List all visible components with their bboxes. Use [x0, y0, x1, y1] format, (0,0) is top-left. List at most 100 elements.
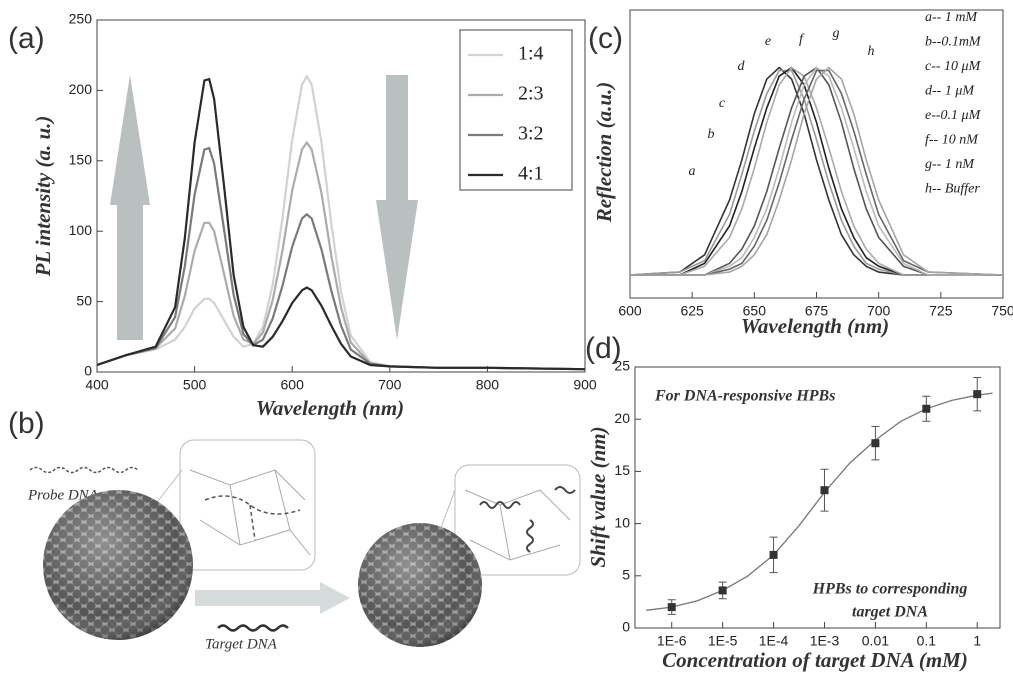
curve-label: c [719, 96, 726, 111]
x-tick-label: 650 [743, 303, 767, 319]
legend-label: 2:3 [518, 83, 544, 105]
x-tick-label: 400 [85, 377, 109, 393]
panel-label: (d) [585, 332, 622, 365]
curve-label: a [689, 164, 696, 179]
y-tick-label: 25 [614, 358, 630, 374]
sphere-shade [358, 523, 482, 647]
y-tick-label: 50 [76, 292, 92, 308]
y-tick-label: 20 [614, 410, 630, 426]
x-tick-label: 1E-3 [810, 633, 840, 649]
panel-label: (c) [588, 22, 623, 55]
annotation: target DNA [852, 604, 928, 621]
zoom-line [439, 489, 456, 531]
plot-frame [96, 19, 586, 373]
plot-frame [634, 366, 1001, 629]
point [667, 603, 676, 612]
y-axis-label: Shift value (nm) [586, 426, 610, 567]
x-tick-label: 600 [618, 303, 642, 319]
point [871, 439, 880, 448]
line [630, 66, 1003, 276]
probe-label: Probe DNA [27, 487, 99, 503]
line [630, 66, 1003, 276]
curve-label: b [708, 127, 715, 142]
x-tick-label: 800 [476, 377, 500, 393]
annotation: HPBs to corresponding [812, 581, 968, 598]
legend-label: 3:2 [518, 123, 544, 145]
x-tick-label: 750 [991, 303, 1013, 319]
zoom-line [154, 469, 183, 506]
line [96, 140, 586, 371]
target-label: Target DNA [205, 636, 278, 652]
x-tick-label: 0.1 [917, 633, 937, 649]
line [629, 69, 1003, 276]
legend-label: 1:4 [518, 43, 544, 65]
annotation: For DNA-responsive HPBs [654, 388, 835, 405]
y-axis-label: Reflection (a.u.) [592, 82, 616, 224]
line [630, 66, 1004, 276]
curve-label: h [868, 44, 875, 59]
legend-label: d-- 1 μM [925, 84, 975, 99]
x-tick-label: 700 [867, 303, 891, 319]
hybrid-strand [479, 486, 576, 553]
line [630, 69, 1004, 276]
x-tick-label: 600 [281, 377, 305, 393]
probe-in-network [204, 495, 301, 541]
y-tick-label: 10 [614, 514, 630, 530]
x-tick-label: 1E-4 [759, 633, 789, 649]
legend-box [459, 29, 573, 191]
point [718, 586, 727, 595]
y-tick-label: 100 [69, 222, 93, 238]
network [464, 489, 571, 561]
x-tick-label: 700 [378, 377, 402, 393]
x-axis-label: Concentration of target DNA (mM) [662, 648, 968, 672]
x-tick-label: 1E-5 [708, 633, 738, 649]
line [96, 74, 586, 371]
line [96, 146, 586, 371]
legend-label: e--0.1 μM [925, 108, 982, 123]
y-tick-label: 200 [69, 81, 93, 97]
x-tick-label: 1 [973, 633, 981, 649]
legend-label: g-- 1 nM [925, 157, 975, 172]
network [189, 469, 311, 556]
legend-label: b--0.1mM [925, 35, 982, 50]
y-tick-label: 0 [622, 619, 630, 635]
y-tick-label: 0 [84, 363, 92, 379]
point [820, 486, 829, 495]
y-tick-label: 150 [69, 152, 93, 168]
x-tick-label: 725 [929, 303, 953, 319]
process-arrow [195, 582, 350, 614]
inset-box [454, 464, 581, 576]
x-tick-label: 675 [805, 303, 829, 319]
plot-frame [629, 9, 1004, 299]
y-axis-label: PL intensity (a. u.) [31, 116, 55, 278]
legend-label: f-- 10 nM [925, 133, 979, 148]
legend-label: c-- 10 μM [925, 59, 982, 74]
inset-box [179, 439, 316, 571]
legend-label: 4:1 [518, 163, 544, 185]
x-tick-label: 900 [573, 377, 597, 393]
x-axis-label: Wavelength (nm) [256, 396, 404, 420]
point [973, 390, 982, 399]
y-tick-label: 5 [622, 567, 630, 583]
y-tick-label: 15 [614, 462, 630, 478]
sphere-shade [43, 490, 193, 640]
curve-label: g [833, 26, 840, 41]
x-axis-label: Wavelength (nm) [741, 314, 889, 338]
fit-line [646, 392, 993, 611]
x-tick-label: 625 [680, 303, 704, 319]
panel-label: (a) [8, 22, 45, 55]
diagram: (b) Probe DNA Target DNA [8, 407, 581, 652]
target-strand [217, 624, 289, 632]
legend-label: a-- 1 mM [925, 10, 978, 25]
curve-label: e [765, 34, 771, 49]
point [769, 550, 778, 559]
x-tick-label: 1E-6 [657, 633, 687, 649]
x-tick-label: 0.01 [862, 633, 889, 649]
up-arrow [110, 75, 150, 340]
panel-label: (b) [8, 407, 45, 440]
point [922, 404, 931, 413]
y-tick-label: 250 [69, 11, 93, 27]
curve-label: f [799, 32, 805, 47]
down-arrow [376, 75, 418, 340]
